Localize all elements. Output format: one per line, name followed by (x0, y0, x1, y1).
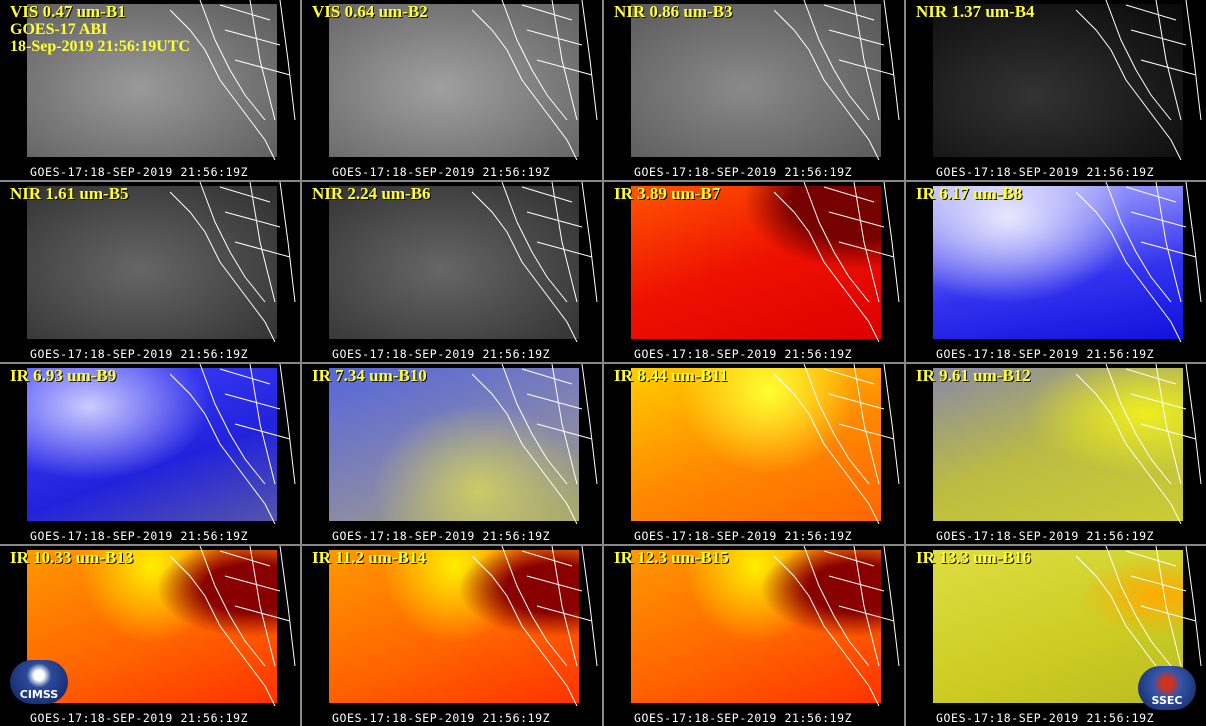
image-panel: IR 7.34 um-B10 GOES-17:18-SEP-2019 21:56:… (302, 364, 602, 544)
timestamp-footer: GOES-17:18-SEP-2019 21:56:19Z (332, 529, 551, 543)
coastline-overlay (1076, 0, 1202, 160)
timestamp-footer: GOES-17:18-SEP-2019 21:56:19Z (30, 347, 249, 361)
satellite-image (631, 368, 881, 521)
coastline-overlay (774, 546, 900, 706)
image-panel: IR 10.33 um-B13 GOES-17:18-SEP-2019 21:56… (0, 546, 300, 726)
band-label: IR 9.61 um-B12 (916, 366, 1031, 385)
band-label: NIR 1.61 um-B5 (10, 184, 129, 203)
satellite-image (329, 186, 579, 339)
band-label: NIR 2.24 um-B6 (312, 184, 431, 203)
band-label: NIR 0.86 um-B3 (614, 2, 733, 21)
header-line: GOES-17 ABI (10, 21, 108, 38)
timestamp-footer: GOES-17:18-SEP-2019 21:56:19Z (30, 529, 249, 543)
separator (0, 544, 1206, 546)
image-panel: IR 11.2 um-B14 GOES-17:18-SEP-2019 21:56:… (302, 546, 602, 726)
image-panel: NIR 2.24 um-B6 GOES-17:18-SEP-2019 21:56:… (302, 182, 602, 362)
separator (0, 362, 1206, 364)
timestamp-footer: GOES-17:18-SEP-2019 21:56:19Z (936, 711, 1155, 725)
image-panel: IR 6.93 um-B9 GOES-17:18-SEP-2019 21:56:1… (0, 364, 300, 544)
band-label: IR 3.89 um-B7 (614, 184, 721, 203)
band-label: IR 10.33 um-B13 (10, 548, 134, 567)
satellite-image (27, 550, 277, 703)
timestamp-footer: GOES-17:18-SEP-2019 21:56:19Z (332, 165, 551, 179)
satellite-image (933, 186, 1183, 339)
satellite-image (27, 186, 277, 339)
satellite-image (631, 186, 881, 339)
coastline-overlay (472, 0, 598, 160)
coastline-overlay (774, 0, 900, 160)
coastline-overlay (472, 546, 598, 706)
timestamp-footer: GOES-17:18-SEP-2019 21:56:19Z (332, 711, 551, 725)
timestamp-footer: GOES-17:18-SEP-2019 21:56:19Z (936, 347, 1155, 361)
image-panel: IR 6.17 um-B8 GOES-17:18-SEP-2019 21:56:1… (906, 182, 1206, 362)
band-label: VIS 0.47 um-B1 (10, 2, 126, 21)
satellite-image (631, 4, 881, 157)
ssec-logo: SSEC (1138, 666, 1196, 710)
coastline-overlay (774, 364, 900, 524)
separator (0, 180, 1206, 182)
band-label: IR 11.2 um-B14 (312, 548, 426, 567)
image-panel: IR 12.3 um-B15 GOES-17:18-SEP-2019 21:56:… (604, 546, 904, 726)
satellite-image (933, 4, 1183, 157)
coastline-overlay (170, 0, 296, 160)
image-panel: VIS 0.64 um-B2 GOES-17:18-SEP-2019 21:56:… (302, 0, 602, 180)
coastline-overlay (1076, 182, 1202, 342)
satellite-image (329, 368, 579, 521)
cimss-logo: CIMSS (10, 660, 68, 704)
satellite-image (329, 550, 579, 703)
band-label: IR 8.44 um-B11 (614, 366, 728, 385)
band-label: NIR 1.37 um-B4 (916, 2, 1035, 21)
image-panel: NIR 1.37 um-B4 GOES-17:18-SEP-2019 21:56:… (906, 0, 1206, 180)
image-panel: NIR 0.86 um-B3 GOES-17:18-SEP-2019 21:56:… (604, 0, 904, 180)
timestamp-footer: GOES-17:18-SEP-2019 21:56:19Z (332, 347, 551, 361)
band-label: IR 7.34 um-B10 (312, 366, 427, 385)
coastline-overlay (170, 364, 296, 524)
timestamp-footer: GOES-17:18-SEP-2019 21:56:19Z (30, 711, 249, 725)
coastline-overlay (472, 182, 598, 342)
image-panel: IR 3.89 um-B7 GOES-17:18-SEP-2019 21:56:1… (604, 182, 904, 362)
satellite-image (329, 4, 579, 157)
satellite-image (933, 368, 1183, 521)
timestamp-footer: GOES-17:18-SEP-2019 21:56:19Z (634, 347, 853, 361)
timestamp-footer: GOES-17:18-SEP-2019 21:56:19Z (936, 529, 1155, 543)
band-label: IR 6.17 um-B8 (916, 184, 1023, 203)
timestamp-footer: GOES-17:18-SEP-2019 21:56:19Z (634, 529, 853, 543)
image-panel: VIS 0.47 um-B1 GOES-17:18-SEP-2019 21:56:… (0, 0, 300, 180)
image-panel: NIR 1.61 um-B5 GOES-17:18-SEP-2019 21:56:… (0, 182, 300, 362)
header-line: 18-Sep-2019 21:56:19UTC (10, 38, 190, 55)
image-panel: IR 8.44 um-B11 GOES-17:18-SEP-2019 21:56:… (604, 364, 904, 544)
coastline-overlay (170, 546, 296, 706)
band-label: IR 13.3 um-B16 (916, 548, 1031, 567)
band-label: IR 12.3 um-B15 (614, 548, 729, 567)
satellite-image (27, 4, 277, 157)
coastline-overlay (472, 364, 598, 524)
satellite-image (27, 368, 277, 521)
timestamp-footer: GOES-17:18-SEP-2019 21:56:19Z (634, 165, 853, 179)
timestamp-footer: GOES-17:18-SEP-2019 21:56:19Z (30, 165, 249, 179)
coastline-overlay (170, 182, 296, 342)
band-label: IR 6.93 um-B9 (10, 366, 117, 385)
timestamp-footer: GOES-17:18-SEP-2019 21:56:19Z (634, 711, 853, 725)
image-panel: IR 9.61 um-B12 GOES-17:18-SEP-2019 21:56:… (906, 364, 1206, 544)
coastline-overlay (1076, 364, 1202, 524)
satellite-image (631, 550, 881, 703)
timestamp-footer: GOES-17:18-SEP-2019 21:56:19Z (936, 165, 1155, 179)
band-label: VIS 0.64 um-B2 (312, 2, 428, 21)
coastline-overlay (774, 182, 900, 342)
